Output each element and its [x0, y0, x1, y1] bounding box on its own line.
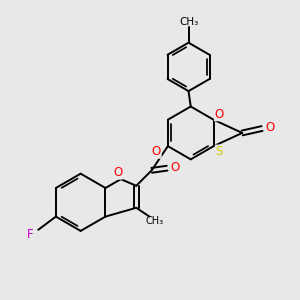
- Text: CH₃: CH₃: [146, 216, 164, 226]
- Text: O: O: [170, 160, 179, 174]
- Text: O: O: [152, 145, 161, 158]
- Text: S: S: [215, 145, 223, 158]
- Text: F: F: [27, 228, 34, 241]
- Text: CH₃: CH₃: [179, 17, 198, 27]
- Text: O: O: [214, 108, 224, 121]
- Text: O: O: [113, 166, 122, 179]
- Text: O: O: [265, 121, 274, 134]
